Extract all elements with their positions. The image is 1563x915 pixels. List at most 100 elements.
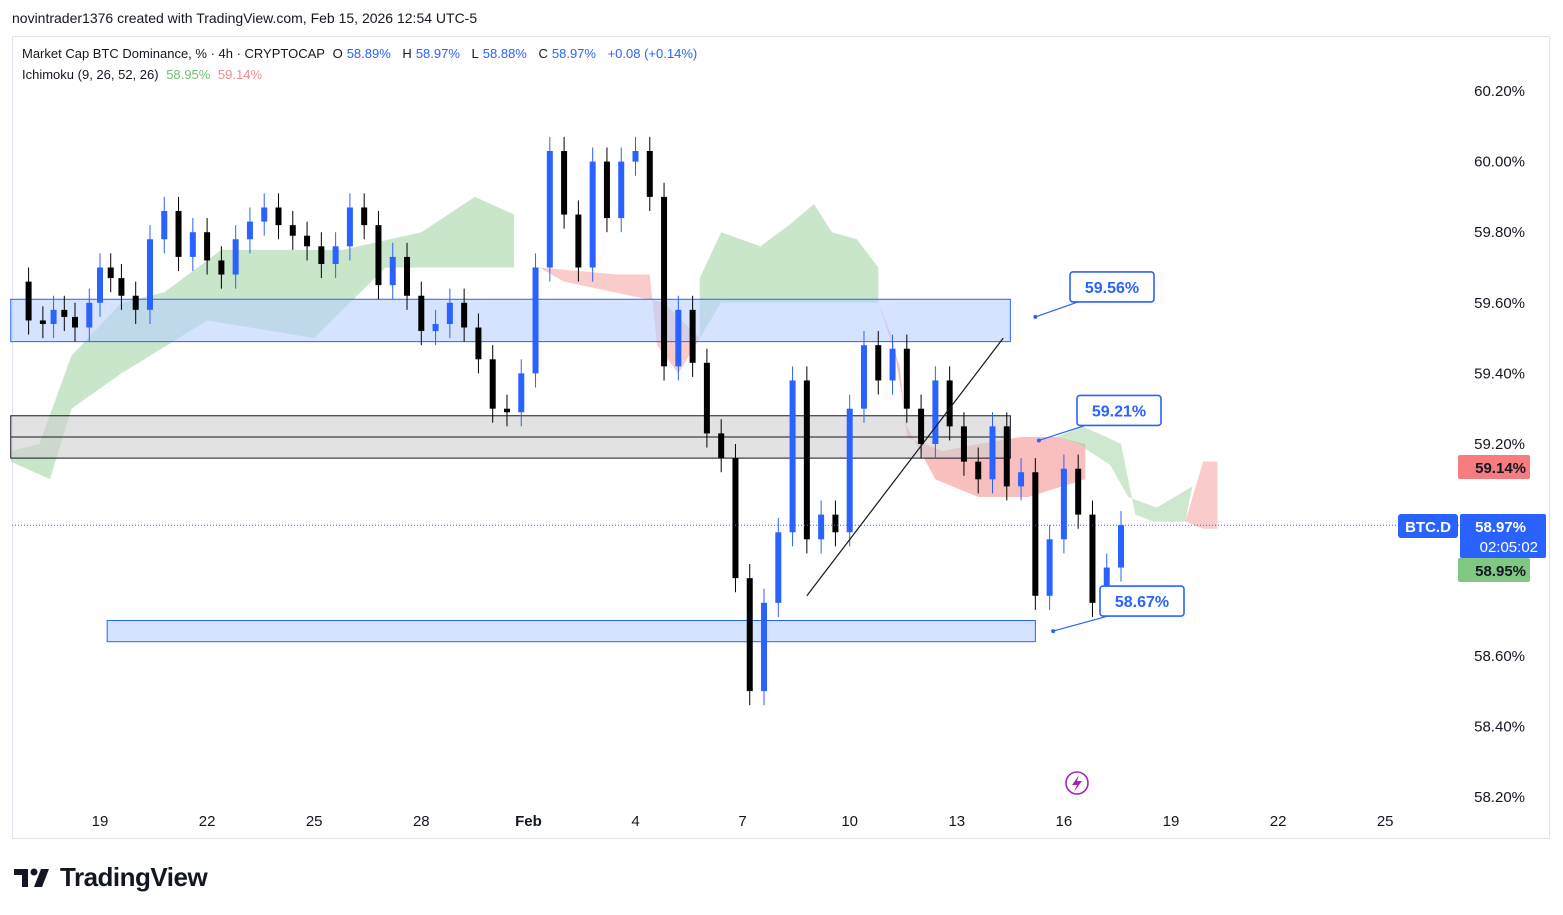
low-value: 58.88% [482,46,527,61]
x-tick-label: 16 [1056,813,1073,830]
candle-body [846,408,853,533]
candle-body [332,246,339,264]
candle-body [975,461,982,480]
x-tick-label: 25 [306,813,323,830]
candle-body [575,214,582,268]
candle-body [86,302,93,328]
candle-body [932,380,939,444]
candle-body [1118,525,1125,568]
candle-body [346,207,353,247]
candle-body [875,345,882,381]
callout-anchor [1033,314,1038,319]
symbol-tag [1398,514,1458,538]
candle-body [1089,514,1096,603]
candle-body [97,267,103,303]
candle-body [1018,472,1025,487]
candle-body [461,302,468,328]
y-tick-label: 59.40% [1474,365,1525,382]
symbol-legend[interactable]: Market Cap BTC Dominance, % · 4h · CRYPT… [22,46,701,61]
ichimoku-red-value: 59.14% [1475,460,1526,477]
cloud-green-right [1056,426,1193,522]
callout-box [1099,585,1185,617]
close-value: 58.97% [551,46,596,61]
x-tick-label: 19 [1163,813,1180,830]
candle-body [304,235,311,247]
candle-body [261,207,268,222]
candle-body [289,225,296,236]
candle-body [404,256,411,296]
candle-body [475,327,482,360]
y-tick-label: 58.40% [1474,718,1525,735]
candle-body [618,161,625,219]
callout-pointer [1035,301,1079,318]
candle-body [50,309,57,324]
cloud-green-left [10,196,515,480]
ichimoku-green-value: 58.95% [1475,563,1526,580]
zone-blue-2 [106,620,1036,643]
high-label: H [402,46,412,61]
ichimoku-red-tag [1458,455,1530,479]
indicator-legend[interactable]: Ichimoku (9, 26, 52, 26) 58.95% 59.14% [22,67,266,82]
y-tick-label: 59.80% [1474,224,1525,241]
candle-body [918,408,925,444]
price-tags: 59.14% BTC.D 58.97% 02:05:02 58.95% [1398,455,1546,582]
candle-body [318,246,325,264]
candle-body [418,295,425,332]
symbol-name: Market Cap BTC Dominance, % · 4h · CRYPT… [22,46,325,61]
candle-body [989,426,996,480]
candle-body [746,578,753,692]
x-tick-label: 19 [92,813,109,830]
callout-anchor [1051,629,1056,634]
x-tick-label: 10 [841,813,858,830]
candle-body [1075,468,1082,515]
x-tick-label: 4 [631,813,639,830]
last-price-value: 58.97% [1475,519,1526,536]
last-price-tag [1460,514,1546,558]
high-value: 58.97% [415,46,460,61]
symbol-tag-label: BTC.D [1405,519,1451,536]
x-tick-label: 22 [1270,813,1287,830]
x-tick-label: 25 [1377,813,1394,830]
candle-body [1003,426,1010,487]
candle-body [546,151,553,268]
callout-box [1076,394,1162,427]
candle-body [375,225,382,286]
candle-body [561,151,568,215]
candle-body [389,256,396,286]
y-tick-label: 60.00% [1474,154,1525,171]
candle-body [275,207,282,226]
countdown-value: 02:05:02 [1480,539,1538,556]
candle-body [675,309,682,367]
indicator-value-2: 59.14% [217,67,263,82]
candle-body [1032,472,1039,596]
x-tick-label: 7 [738,813,746,830]
y-tick-label: 59.60% [1474,295,1525,312]
candle-body [218,260,225,275]
y-tick-label: 59.20% [1474,436,1525,453]
candle-body [161,211,168,240]
zones [10,298,1036,643]
candle-body [646,151,653,197]
indicator-name: Ichimoku (9, 26, 52, 26) [22,67,159,82]
candle-body [661,196,668,367]
candle-body [603,161,610,219]
x-tick-label: Feb [515,813,542,830]
candle-body [832,514,839,533]
candle-body [489,359,496,409]
candle-body [361,207,368,226]
candle-body [61,309,68,317]
candle-body [246,221,253,240]
candle-body [72,316,79,328]
tradingview-logo[interactable]: TradingView [14,862,208,893]
y-tick-label: 58.20% [1474,789,1525,806]
tv-logo-text: TradingView [60,862,208,892]
drawings [12,337,1460,597]
cloud-red-mid [539,267,700,374]
candle-body [232,239,239,275]
candle-body [146,239,153,310]
ichimoku-green-tag [1458,558,1530,582]
bolt-icon[interactable] [1065,771,1089,795]
y-tick-label: 58.60% [1474,648,1525,665]
candle-body [1060,468,1067,540]
